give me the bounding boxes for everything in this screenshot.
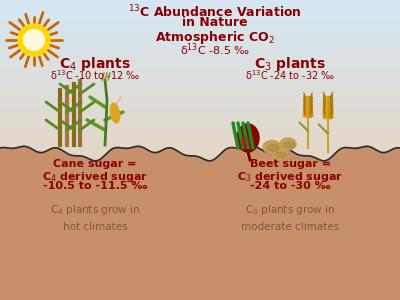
Text: C$_3$ derived sugar: C$_3$ derived sugar bbox=[237, 170, 343, 184]
Ellipse shape bbox=[304, 102, 307, 105]
Ellipse shape bbox=[272, 148, 288, 160]
Circle shape bbox=[24, 30, 44, 50]
Ellipse shape bbox=[323, 106, 327, 109]
Ellipse shape bbox=[283, 142, 294, 148]
Ellipse shape bbox=[303, 114, 308, 117]
Ellipse shape bbox=[237, 124, 259, 152]
Ellipse shape bbox=[309, 96, 312, 99]
Text: C$_3$ plants: C$_3$ plants bbox=[254, 55, 326, 73]
Ellipse shape bbox=[324, 96, 327, 99]
Text: C$_4$ derived sugar: C$_4$ derived sugar bbox=[42, 170, 148, 184]
Ellipse shape bbox=[241, 137, 249, 147]
Ellipse shape bbox=[309, 102, 312, 105]
Ellipse shape bbox=[308, 111, 312, 114]
Text: -10.5 to -11.5 ‰: -10.5 to -11.5 ‰ bbox=[43, 181, 147, 191]
Ellipse shape bbox=[323, 116, 328, 118]
Text: Atmospheric CO$_2$: Atmospheric CO$_2$ bbox=[155, 29, 275, 46]
Text: C$_4$ plants grow in
hot climates: C$_4$ plants grow in hot climates bbox=[50, 203, 140, 232]
Ellipse shape bbox=[309, 108, 312, 111]
Ellipse shape bbox=[304, 111, 308, 114]
Ellipse shape bbox=[110, 103, 120, 123]
Ellipse shape bbox=[304, 105, 307, 108]
Text: C$_3$ plants grow in
moderate climates: C$_3$ plants grow in moderate climates bbox=[241, 203, 339, 232]
Ellipse shape bbox=[328, 116, 333, 118]
Ellipse shape bbox=[263, 140, 281, 154]
Text: Beet sugar =: Beet sugar = bbox=[250, 159, 330, 169]
Ellipse shape bbox=[323, 109, 327, 112]
Ellipse shape bbox=[323, 112, 328, 116]
Ellipse shape bbox=[309, 105, 312, 108]
Ellipse shape bbox=[280, 138, 296, 150]
Ellipse shape bbox=[328, 112, 333, 116]
Ellipse shape bbox=[304, 99, 307, 102]
Ellipse shape bbox=[329, 96, 332, 99]
Circle shape bbox=[18, 24, 50, 56]
Ellipse shape bbox=[267, 145, 279, 151]
Ellipse shape bbox=[276, 152, 286, 158]
Text: -24 to -30 ‰: -24 to -30 ‰ bbox=[250, 181, 330, 191]
Ellipse shape bbox=[329, 109, 333, 112]
Ellipse shape bbox=[304, 96, 307, 99]
Text: δ$^{13}$C -8.5 ‰: δ$^{13}$C -8.5 ‰ bbox=[180, 41, 250, 58]
Ellipse shape bbox=[329, 106, 333, 109]
Ellipse shape bbox=[329, 103, 332, 106]
Ellipse shape bbox=[308, 114, 313, 117]
Ellipse shape bbox=[309, 99, 312, 102]
Ellipse shape bbox=[324, 99, 327, 103]
Text: δ$^{13}$C -10 to -12 ‰: δ$^{13}$C -10 to -12 ‰ bbox=[50, 68, 140, 82]
Text: δ$^{13}$C -24 to -32 ‰: δ$^{13}$C -24 to -32 ‰ bbox=[245, 68, 335, 82]
Ellipse shape bbox=[304, 108, 307, 111]
Ellipse shape bbox=[329, 99, 332, 103]
Text: $^{13}$C Abundance Variation: $^{13}$C Abundance Variation bbox=[128, 4, 302, 21]
Ellipse shape bbox=[324, 103, 327, 106]
Text: C$_4$ plants: C$_4$ plants bbox=[59, 55, 131, 73]
Text: in Nature: in Nature bbox=[182, 16, 248, 29]
Text: Cane sugar =: Cane sugar = bbox=[53, 159, 137, 169]
